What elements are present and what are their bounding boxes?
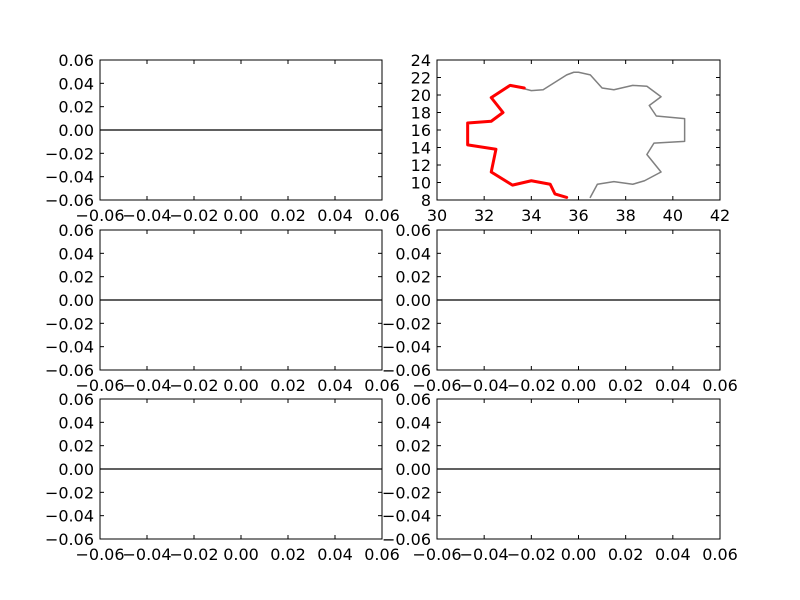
y-tick-label: 0.00 xyxy=(58,121,94,140)
y-tick-label: 0.00 xyxy=(58,291,94,310)
y-tick-label: 0.06 xyxy=(58,221,94,240)
x-tick-label: −0.02 xyxy=(169,206,218,225)
y-tick-label: 0.00 xyxy=(58,460,94,479)
x-tick-label: 0.04 xyxy=(317,376,353,395)
x-tick-label: −0.06 xyxy=(75,206,124,225)
x-tick-label: 0.02 xyxy=(270,376,306,395)
x-tick-label: 0.04 xyxy=(317,206,353,225)
y-tick-label: 18 xyxy=(411,104,431,123)
y-tick-label: 12 xyxy=(411,156,431,175)
y-tick-label: 0.00 xyxy=(395,291,431,310)
x-tick-label: −0.04 xyxy=(122,206,171,225)
x-tick-label: 0.02 xyxy=(608,545,644,564)
x-tick-label: −0.02 xyxy=(169,545,218,564)
y-tick-label: 0.02 xyxy=(58,98,94,117)
x-tick-label: 0.06 xyxy=(364,376,400,395)
x-tick-label: 0.04 xyxy=(317,545,353,564)
y-tick-label: 0.06 xyxy=(395,390,431,409)
y-tick-label: −0.04 xyxy=(45,168,94,187)
y-tick-label: 14 xyxy=(411,139,431,158)
x-tick-label: 0.06 xyxy=(364,545,400,564)
y-tick-label: −0.04 xyxy=(382,507,431,526)
x-tick-label: 0.06 xyxy=(364,206,400,225)
y-tick-label: 20 xyxy=(411,86,431,105)
x-tick-label: 0.00 xyxy=(223,376,259,395)
y-tick-label: −0.06 xyxy=(45,361,94,380)
x-tick-label: −0.06 xyxy=(75,545,124,564)
x-tick-label: 30 xyxy=(427,206,447,225)
y-tick-label: 0.06 xyxy=(395,221,431,240)
x-tick-label: −0.04 xyxy=(460,376,509,395)
y-tick-label: 0.04 xyxy=(395,244,431,263)
x-tick-label: 0.06 xyxy=(702,376,738,395)
subplot-3: −0.06−0.04−0.02 0.00 0.02 0.04 0.060.060.040… xyxy=(45,221,400,395)
x-tick-label: 0.02 xyxy=(608,376,644,395)
x-tick-label: 0.00 xyxy=(223,545,259,564)
x-tick-label: 0.00 xyxy=(561,545,597,564)
y-tick-label: −0.02 xyxy=(382,314,431,333)
x-tick-label: −0.02 xyxy=(507,545,556,564)
y-tick-label: −0.02 xyxy=(382,483,431,502)
y-tick-label: −0.06 xyxy=(45,530,94,549)
y-tick-label: −0.04 xyxy=(45,507,94,526)
y-tick-label: −0.02 xyxy=(45,144,94,163)
subplot-6: −0.06−0.04−0.02 0.00 0.02 0.04 0.060.060.040… xyxy=(382,390,738,564)
x-tick-label: 42 xyxy=(710,206,730,225)
y-tick-label: 0.00 xyxy=(395,460,431,479)
y-tick-label: −0.04 xyxy=(45,338,94,357)
y-tick-label: 0.02 xyxy=(58,437,94,456)
y-tick-label: 8 xyxy=(421,191,431,210)
y-tick-label: 0.06 xyxy=(58,51,94,70)
x-tick-label: 40 xyxy=(663,206,683,225)
y-tick-label: 0.06 xyxy=(58,390,94,409)
y-tick-label: 0.04 xyxy=(58,413,94,432)
y-tick-label: 0.04 xyxy=(58,74,94,93)
x-tick-label: 0.00 xyxy=(223,206,259,225)
x-tick-label: −0.04 xyxy=(122,545,171,564)
x-tick-label: −0.04 xyxy=(460,545,509,564)
y-tick-label: −0.02 xyxy=(45,483,94,502)
x-tick-label: 32 xyxy=(474,206,494,225)
series-line-1 xyxy=(514,71,686,199)
y-tick-label: −0.04 xyxy=(382,338,431,357)
x-tick-label: 0.02 xyxy=(270,545,306,564)
y-tick-label: 16 xyxy=(411,121,431,140)
x-tick-label: 38 xyxy=(615,206,635,225)
series-line-2 xyxy=(466,83,569,199)
x-tick-label: 0.04 xyxy=(655,545,691,564)
subplot-5: −0.06−0.04−0.02 0.00 0.02 0.04 0.060.060.040… xyxy=(45,390,400,564)
y-tick-label: 0.02 xyxy=(58,268,94,287)
x-tick-label: 0.04 xyxy=(655,376,691,395)
x-tick-label: 36 xyxy=(568,206,588,225)
y-tick-label: −0.02 xyxy=(45,314,94,333)
x-tick-label: 34 xyxy=(521,206,541,225)
y-tick-label: 0.02 xyxy=(395,268,431,287)
y-tick-label: 0.04 xyxy=(58,244,94,263)
x-tick-label: −0.06 xyxy=(412,545,461,564)
y-tick-label: 0.02 xyxy=(395,437,431,456)
y-tick-label: 24 xyxy=(411,51,431,70)
y-tick-label: 22 xyxy=(411,69,431,88)
axes-frame xyxy=(436,59,721,201)
x-tick-label: −0.06 xyxy=(412,376,461,395)
x-tick-label: −0.06 xyxy=(75,376,124,395)
subplot-4: −0.06−0.04−0.02 0.00 0.02 0.04 0.060.060.040… xyxy=(382,221,738,395)
subplot-1: −0.06−0.04−0.02 0.00 0.02 0.04 0.060.060.040… xyxy=(45,51,400,225)
y-tick-label: 0.04 xyxy=(395,413,431,432)
y-tick-label: −0.06 xyxy=(382,530,431,549)
y-tick-label: −0.06 xyxy=(382,361,431,380)
x-tick-label: −0.02 xyxy=(169,376,218,395)
x-tick-label: 0.00 xyxy=(561,376,597,395)
y-tick-label: 10 xyxy=(411,174,431,193)
x-tick-label: 0.06 xyxy=(702,545,738,564)
y-tick-label: −0.06 xyxy=(45,191,94,210)
x-tick-label: 0.02 xyxy=(270,206,306,225)
x-tick-label: −0.02 xyxy=(507,376,556,395)
x-tick-label: −0.04 xyxy=(122,376,171,395)
